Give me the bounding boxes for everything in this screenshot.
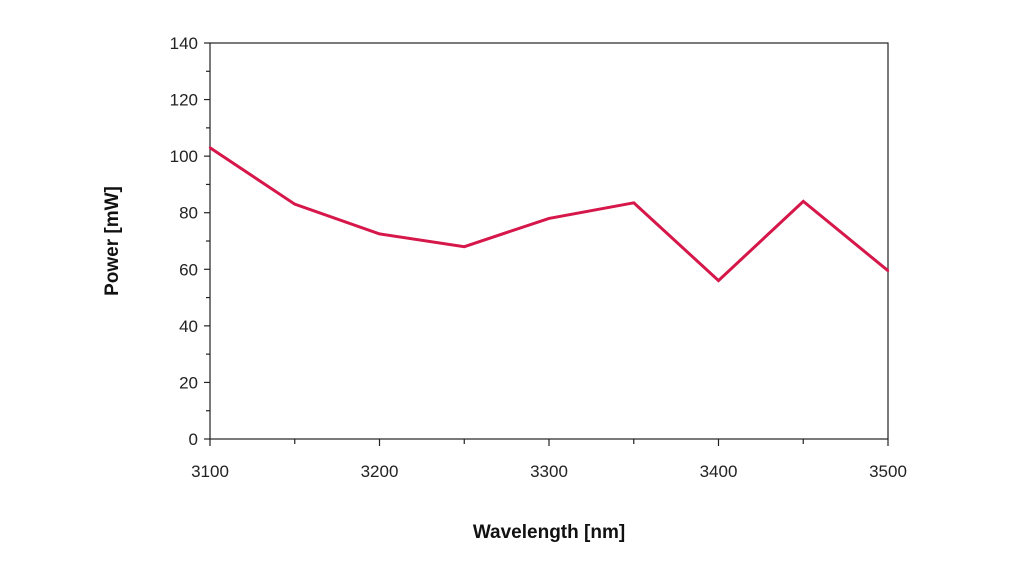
data-point [208, 146, 212, 149]
axes: 0 20 40 60 80 100 120 140 3100 3200 3300 3400 3500 [170, 34, 907, 481]
y-tick-label: 80 [179, 204, 198, 223]
series-layer [208, 146, 890, 283]
data-point [293, 203, 296, 206]
plot-frame [209, 42, 889, 440]
series-line [209, 146, 889, 283]
data-point [802, 200, 805, 203]
x-tick-label: 3300 [530, 462, 568, 481]
x-axis-title: Wavelength [nm] [473, 522, 625, 543]
data-point [717, 279, 720, 282]
data-point [547, 217, 551, 220]
x-tick-label: 3500 [869, 462, 907, 481]
y-tick-label: 20 [179, 373, 198, 392]
data-point [463, 245, 466, 248]
y-tick-label: 100 [170, 147, 198, 166]
y-tick-label: 40 [179, 317, 198, 336]
y-tick-label: 140 [170, 34, 198, 53]
x-tick-label: 3200 [361, 462, 399, 481]
data-point [886, 269, 890, 272]
data-point [632, 201, 635, 205]
y-axis-title: Power [mW] [102, 186, 123, 296]
data-point [378, 232, 381, 236]
y-tick-label: 60 [179, 260, 198, 279]
x-tick-label: 3100 [191, 462, 229, 481]
x-tick-label: 3400 [700, 462, 738, 481]
y-tick-label: 120 [170, 91, 198, 110]
y-tick-label: 0 [189, 430, 198, 449]
